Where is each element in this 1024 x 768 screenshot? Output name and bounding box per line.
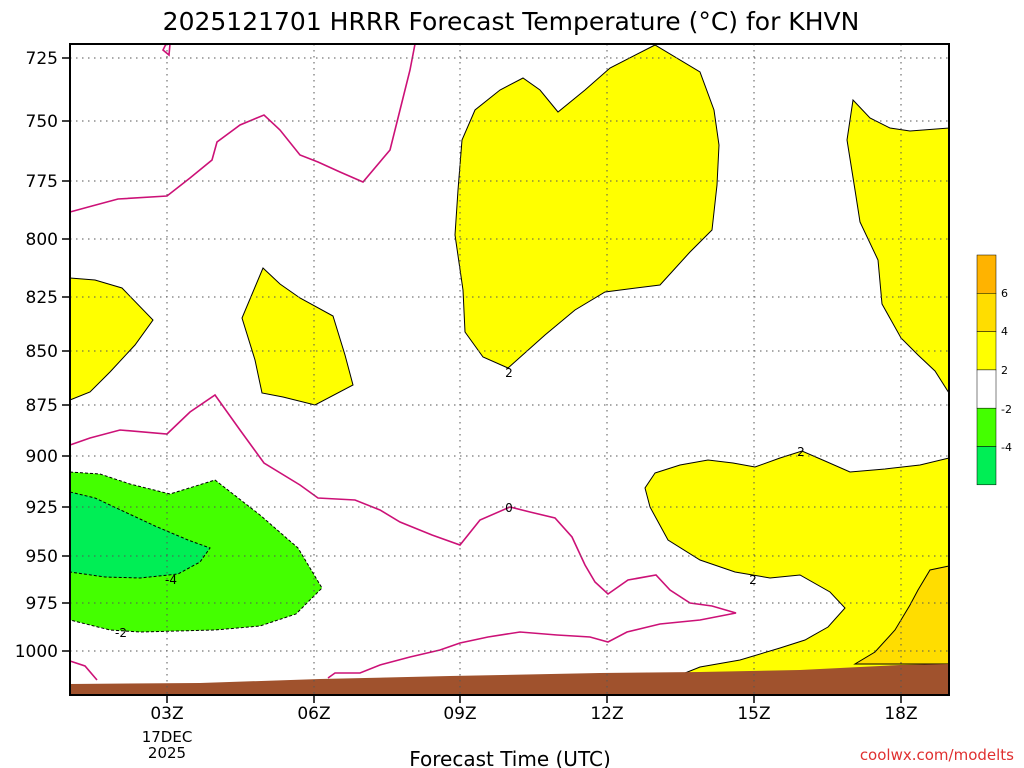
colorbar-tick-label: 4: [1001, 325, 1008, 338]
x-tick-label: 18Z: [884, 704, 917, 724]
warm-region-upper-fill: [454, 44, 720, 369]
y-tick-label: 975: [26, 594, 58, 614]
chart-title: 2025121701 HRRR Forecast Temperature (°C…: [163, 7, 860, 36]
x-date-year: 2025: [148, 744, 186, 762]
colorbar-tick-label: -2: [1001, 403, 1012, 416]
y-tick-label: 725: [26, 49, 58, 69]
warm-region-right-fill: [846, 98, 950, 395]
contour-labels: 2 2 0 2 -4 -2: [115, 366, 805, 640]
contour-label: 2: [749, 573, 757, 587]
colorbar-bin: [976, 331, 997, 371]
x-tick-label: 06Z: [297, 704, 330, 724]
colorbar-bin: [976, 407, 997, 447]
x-date-day: 17DEC: [142, 728, 193, 746]
zero-contour-upper: [69, 43, 416, 213]
colorbar-bin: [976, 446, 997, 486]
zero-contours: [69, 43, 737, 681]
contour-label: 2: [797, 445, 805, 459]
contour-label: 2: [505, 366, 513, 380]
y-tick-label: 925: [26, 498, 58, 518]
contour-label: 0: [505, 501, 513, 515]
credit-text: coolwx.com/modelts: [860, 746, 1014, 764]
colorbar-tick-label: -4: [1001, 441, 1012, 454]
x-axis: 03Z 06Z 09Z 12Z 15Z 18Z: [150, 695, 918, 724]
colder-region-fill: [69, 491, 211, 579]
y-tick-label: 800: [26, 230, 58, 250]
x-tick-label: 09Z: [443, 704, 476, 724]
y-tick-label: 775: [26, 172, 58, 192]
x-tick-label: 15Z: [737, 704, 770, 724]
colorbar-bin: [976, 369, 997, 409]
contour-label: -4: [165, 573, 177, 587]
colorbar-bin: [976, 293, 997, 332]
y-tick-label: 850: [26, 342, 58, 362]
grid: [70, 44, 949, 695]
x-axis-label: Forecast Time (UTC): [409, 747, 611, 768]
colorbar-bin: [976, 254, 997, 294]
y-tick-label: 1000: [15, 642, 58, 662]
y-tick-label: 750: [26, 112, 58, 132]
colorbar-tick-label: 2: [1001, 364, 1008, 377]
plot-frame: [69, 43, 950, 696]
colorbar: 6 4 2 -2 -4: [976, 254, 1012, 486]
zero-contour-middle: [69, 393, 737, 679]
y-tick-label: 900: [26, 447, 58, 467]
x-tick-label: 03Z: [150, 704, 183, 724]
temperature-fills: [69, 44, 950, 680]
x-tick-label: 12Z: [590, 704, 623, 724]
y-tick-label: 825: [26, 288, 58, 308]
terrain-fill: [70, 664, 949, 695]
y-tick-label: 950: [26, 547, 58, 567]
warm-region-small-fill: [241, 267, 354, 406]
y-axis: 725 750 775 800 825 850 875 900 925 950 975 1000: [15, 49, 70, 662]
zero-contour-top-small: [162, 43, 171, 57]
zero-contour-bottom: [69, 660, 98, 681]
warmer-region-fill: [853, 565, 950, 665]
contour-label: -2: [115, 626, 127, 640]
colorbar-tick-label: 6: [1001, 287, 1008, 300]
warm-region-left-fill: [69, 277, 154, 401]
y-tick-label: 875: [26, 396, 58, 416]
